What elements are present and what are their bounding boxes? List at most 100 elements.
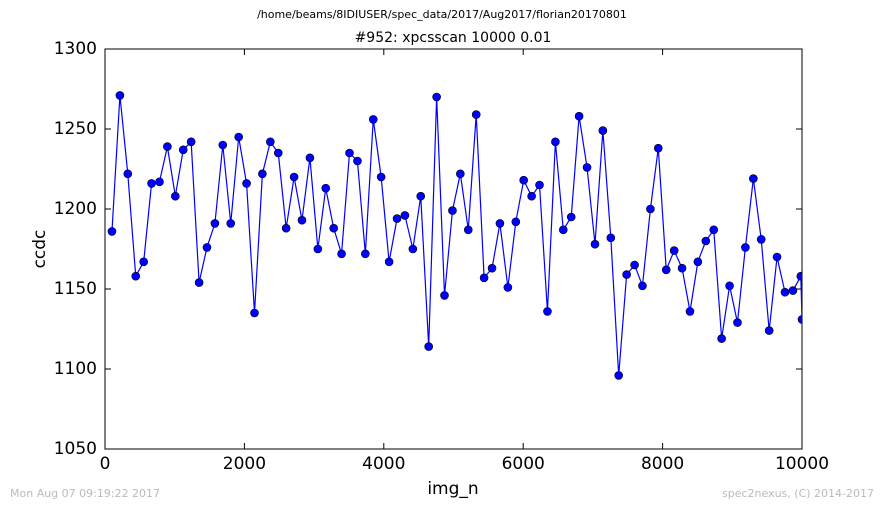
x-tick-label: 6000 — [502, 454, 545, 474]
point — [115, 91, 125, 100]
x-tick-label: 4000 — [362, 454, 405, 474]
point — [535, 180, 544, 190]
point — [511, 217, 521, 227]
point — [598, 126, 608, 135]
point — [424, 342, 433, 351]
point — [527, 191, 536, 201]
suptitle: /home/beams/8IDIUSER/spec_data/2017/Aug2… — [257, 8, 627, 21]
point — [242, 179, 251, 188]
y-tick-label: 1050 — [54, 439, 97, 459]
y-tick-label: 1100 — [54, 359, 97, 379]
point — [503, 283, 513, 292]
point — [345, 148, 354, 158]
point — [107, 227, 117, 236]
point — [471, 110, 481, 119]
point — [313, 244, 323, 254]
point — [440, 291, 449, 300]
point — [788, 286, 798, 295]
point — [368, 115, 378, 124]
point — [186, 137, 196, 147]
point — [416, 191, 426, 201]
footer-left: Mon Aug 07 09:19:22 2017 — [10, 487, 160, 500]
point — [171, 191, 180, 201]
point — [606, 233, 616, 243]
point — [321, 183, 331, 193]
point — [582, 163, 592, 172]
point — [408, 244, 418, 254]
point — [139, 257, 148, 267]
point — [234, 132, 243, 142]
point — [741, 243, 750, 252]
point — [163, 142, 172, 151]
point — [432, 92, 441, 102]
point — [574, 111, 584, 121]
point — [226, 219, 236, 228]
point — [202, 243, 212, 252]
point — [797, 315, 802, 324]
point — [361, 249, 370, 259]
point — [543, 307, 552, 316]
series-line — [111, 95, 802, 376]
point — [289, 172, 299, 182]
x-tick-label: 8000 — [641, 454, 684, 474]
chart-title: #952: xpcsscan 10000 0.01 — [355, 30, 552, 46]
y-tick-label: 1150 — [54, 279, 97, 299]
point — [353, 156, 362, 166]
point — [685, 307, 695, 316]
point — [519, 175, 528, 185]
point — [661, 265, 671, 275]
point — [376, 172, 386, 182]
point — [646, 204, 655, 214]
point — [194, 278, 204, 287]
point — [297, 215, 307, 225]
x-tick-label: 10000 — [775, 454, 829, 474]
point — [709, 225, 719, 235]
plot-frame — [104, 48, 803, 450]
point — [614, 371, 623, 380]
y-tick-label: 1250 — [54, 119, 97, 139]
point — [305, 153, 315, 163]
point — [558, 225, 568, 235]
point — [756, 235, 766, 244]
point — [551, 137, 560, 147]
point — [400, 211, 410, 220]
point — [590, 239, 600, 249]
point — [384, 257, 394, 267]
point — [155, 177, 164, 187]
point — [701, 236, 711, 246]
point — [456, 169, 465, 179]
point — [147, 179, 156, 188]
point — [725, 281, 734, 291]
point — [337, 249, 346, 259]
point — [693, 257, 703, 267]
point — [218, 140, 228, 150]
y-tick-label: 1300 — [54, 39, 97, 59]
point — [780, 287, 790, 297]
point — [764, 326, 774, 335]
footer-right: spec2nexus, (C) 2014-2017 — [722, 487, 874, 500]
point — [210, 219, 220, 228]
point — [677, 263, 687, 273]
point — [392, 214, 402, 223]
point — [178, 145, 188, 155]
point — [653, 143, 663, 153]
point — [566, 212, 576, 222]
point — [123, 169, 133, 179]
point — [487, 263, 497, 273]
point — [630, 260, 639, 270]
x-tick-label: 0 — [100, 454, 111, 474]
point — [796, 271, 802, 281]
point — [495, 219, 505, 228]
x-tick-label: 2000 — [223, 454, 266, 474]
x-axis-label: img_n — [427, 479, 478, 499]
point — [772, 252, 782, 262]
point — [479, 273, 489, 283]
point — [638, 281, 647, 291]
y-tick-label: 1200 — [54, 199, 97, 219]
point — [281, 223, 291, 233]
point — [622, 270, 631, 279]
point — [258, 169, 267, 179]
point — [250, 308, 259, 318]
point — [448, 206, 457, 215]
